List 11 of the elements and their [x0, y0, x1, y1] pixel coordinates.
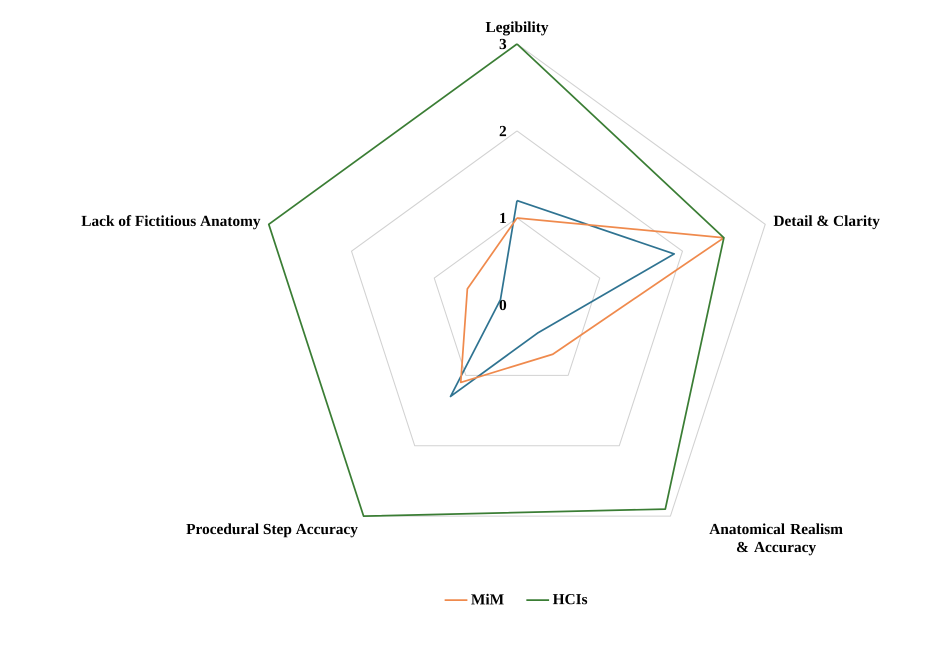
spoke-label: Procedural Step Accuracy	[186, 523, 358, 538]
y-tick-label: 1	[500, 212, 506, 224]
spoke-label: Anatomical Realism & Accuracy	[709, 523, 843, 556]
spoke-label: Legibility	[486, 21, 548, 36]
y-tick-label: 0	[500, 300, 506, 310]
spoke-label: Lack of Fictitious Anatomy	[82, 215, 260, 230]
y-tick-label: 2	[500, 126, 506, 136]
y-tick-label: 3	[500, 38, 506, 50]
legend-label: HCIs	[552, 594, 588, 604]
legend-label: MiM	[471, 594, 504, 604]
spoke-label: Detail & Clarity	[774, 215, 880, 230]
